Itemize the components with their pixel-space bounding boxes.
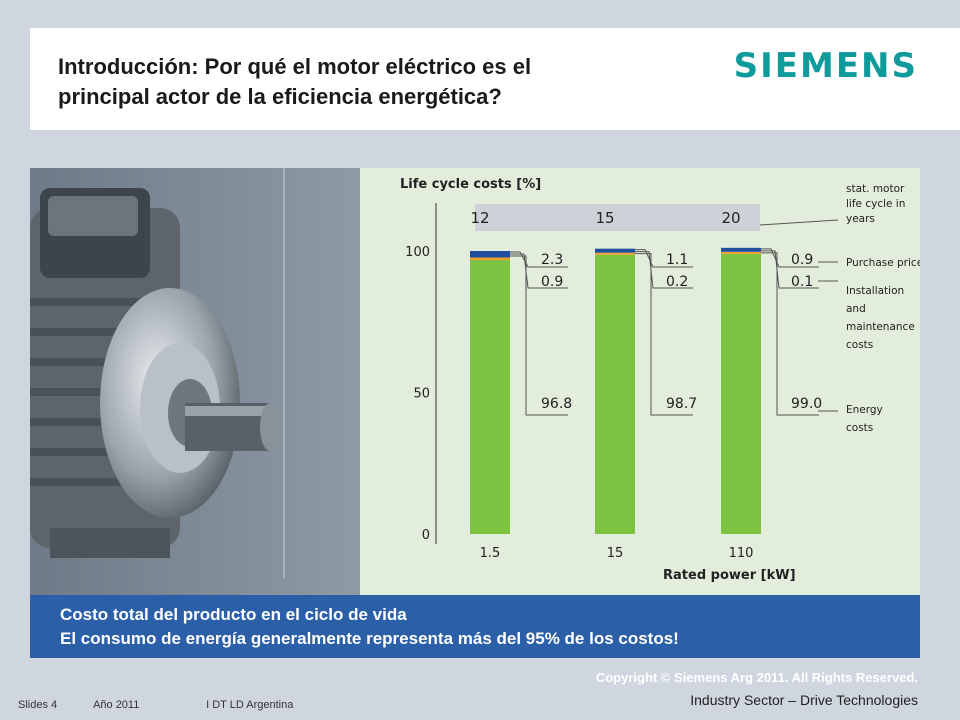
legend-lifecycle-text: stat. motor <box>846 183 905 195</box>
x-tick-label: 110 <box>729 546 754 561</box>
legend-lifecycle-text: life cycle in <box>846 198 905 210</box>
data-label-installation: 0.9 <box>541 274 563 290</box>
lifecycle-years-label: 12 <box>470 209 489 227</box>
bar-energy-110 <box>721 253 761 534</box>
footer-sector: Industry Sector – Drive Technologies <box>690 692 918 708</box>
lifecycle-years-label: 20 <box>721 209 740 227</box>
footer-year: Año 2011 <box>93 699 140 711</box>
data-label-purchase: 1.1 <box>666 252 688 268</box>
copyright-text: Copyright © Siemens Arg 2011. All Rights… <box>595 670 918 685</box>
data-label-energy: 96.8 <box>541 396 572 412</box>
footer-left: Slides 4 Año 2011 I DT LD Argentina <box>18 699 293 711</box>
data-label-energy: 99.0 <box>791 396 822 412</box>
bar-energy-1.5 <box>470 260 510 534</box>
data-label-purchase: 0.9 <box>791 252 813 268</box>
motor-photo <box>30 168 360 595</box>
y-tick-label: 50 <box>413 387 430 402</box>
x-tick-label: 15 <box>607 546 624 561</box>
bar-installation-15 <box>595 252 635 255</box>
electric-motor-image <box>30 168 360 595</box>
chart-svg: Life cycle costs [%] Rated power [kW] 0 5… <box>400 177 923 583</box>
callout-purchase-line <box>761 248 819 268</box>
bar-installation-1.5 <box>470 257 510 261</box>
summary-banner: Costo total del producto en el ciclo de … <box>30 595 920 658</box>
bar-purchase-15 <box>595 248 635 253</box>
legend-installation-text: costs <box>846 339 873 351</box>
legend-installation-text: and <box>846 303 866 315</box>
legend-energy-text: Energy <box>846 404 883 416</box>
bar-purchase-1.5 <box>470 251 510 258</box>
slide-header: Introducción: Por qué el motor eléctrico… <box>30 28 960 130</box>
callout-energy-line <box>635 253 693 416</box>
bar-installation-110 <box>721 251 761 254</box>
callout-energy-line <box>761 252 819 416</box>
banner-line-1: Costo total del producto en el ciclo de … <box>60 605 407 624</box>
lifecycle-box <box>475 204 760 231</box>
bar-purchase-110 <box>721 247 761 252</box>
legend-purchase-text: Purchase price <box>846 257 920 269</box>
data-label-installation: 0.2 <box>666 274 688 290</box>
legend-installation-text: Installation <box>846 285 904 297</box>
callout-purchase-line <box>510 251 568 268</box>
footer-department: I DT LD Argentina <box>206 699 294 711</box>
lifecycle-years-label: 15 <box>595 209 614 227</box>
x-axis-label: Rated power [kW] <box>663 568 796 583</box>
legend-lifecycle-connector <box>759 219 839 226</box>
life-cycle-chart: Life cycle costs [%] Rated power [kW] 0 5… <box>360 168 923 595</box>
callout-purchase-line <box>635 249 693 268</box>
x-tick-label: 1.5 <box>480 546 501 561</box>
legend-energy-text: costs <box>846 422 873 434</box>
chart-title: Life cycle costs [%] <box>400 177 541 192</box>
legend-installation-text: maintenance <box>846 321 915 333</box>
data-label-energy: 98.7 <box>666 396 697 412</box>
y-tick-label: 100 <box>405 245 430 260</box>
data-label-installation: 0.1 <box>791 274 813 290</box>
banner-line-2: El consumo de energía generalmente repre… <box>60 629 679 648</box>
bar-energy-15 <box>595 254 635 534</box>
y-tick-label: 0 <box>422 528 430 543</box>
legend-lifecycle-text: years <box>846 213 875 225</box>
slide-title: Introducción: Por qué el motor eléctrico… <box>58 54 532 109</box>
callout-energy-line <box>510 255 568 416</box>
slide-number: Slides 4 <box>18 699 58 711</box>
data-label-purchase: 2.3 <box>541 252 563 268</box>
siemens-logo: SIEMENS <box>733 46 918 86</box>
